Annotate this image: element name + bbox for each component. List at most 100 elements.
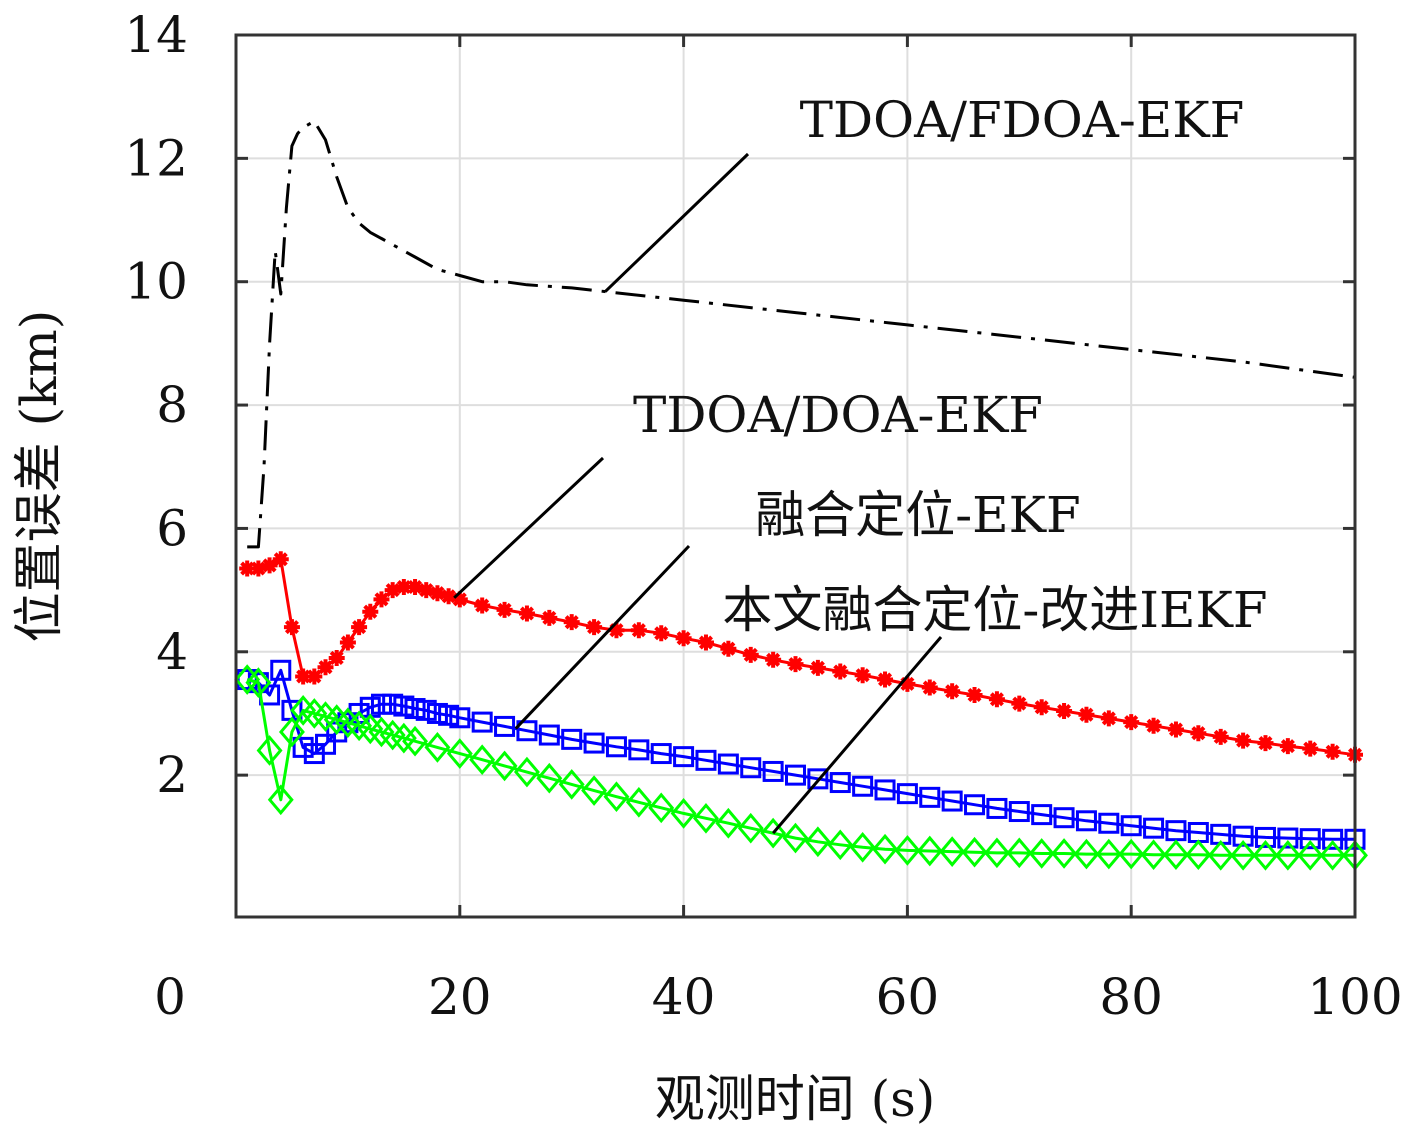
data-point	[760, 817, 787, 849]
data-point	[1232, 825, 1254, 847]
data-point	[919, 786, 941, 808]
data-point	[832, 663, 849, 680]
data-point	[1277, 827, 1299, 849]
data-point	[809, 659, 826, 676]
data-point	[899, 675, 916, 692]
data-point	[720, 640, 737, 657]
data-point	[261, 557, 278, 574]
data-point	[295, 668, 312, 685]
data-point	[628, 739, 650, 761]
data-point	[603, 781, 630, 813]
data-point	[429, 585, 446, 602]
data-point	[1100, 710, 1117, 727]
x-tick-label: 60	[876, 968, 940, 1026]
annotation-leader-line	[514, 544, 691, 730]
data-point	[849, 831, 876, 863]
data-point	[804, 826, 831, 858]
data-point	[1053, 807, 1075, 829]
x-axis-title: 观测时间 (s)	[655, 1070, 936, 1128]
data-point	[370, 693, 392, 715]
data-point	[854, 667, 871, 684]
data-point	[1118, 838, 1145, 870]
data-point	[1167, 721, 1184, 738]
data-point	[440, 588, 457, 605]
data-point	[765, 651, 782, 668]
grid-lines	[235, 34, 1356, 917]
data-point	[605, 736, 627, 758]
data-point	[1235, 732, 1252, 749]
series-iekf	[234, 664, 1368, 871]
data-point	[921, 679, 938, 696]
data-point	[1322, 828, 1344, 850]
data-point	[339, 634, 356, 651]
data-point	[1098, 812, 1120, 834]
data-point	[236, 669, 258, 691]
data-point	[402, 725, 429, 757]
data-point	[536, 762, 563, 794]
data-point	[939, 836, 966, 867]
data-point	[317, 659, 334, 676]
data-point	[941, 790, 963, 812]
data-point	[877, 671, 894, 688]
data-point	[315, 733, 337, 755]
data-point	[270, 659, 292, 681]
data-point	[1008, 801, 1030, 823]
data-point	[426, 702, 448, 724]
data-point	[1006, 837, 1033, 869]
data-point	[395, 579, 412, 596]
data-point	[538, 724, 560, 746]
series-tdoa-doa-ekf	[239, 551, 1363, 763]
data-point	[894, 835, 921, 866]
data-point	[829, 772, 851, 794]
data-point	[717, 753, 739, 775]
data-point	[1028, 838, 1055, 869]
data-point	[328, 649, 345, 666]
data-point	[393, 695, 415, 717]
data-point	[1123, 714, 1140, 731]
data-point	[1033, 699, 1050, 716]
x-tick-label: 40	[652, 968, 716, 1026]
data-point	[608, 622, 625, 639]
annotation-label: 融合定位-EKF	[755, 486, 1080, 544]
data-point	[966, 686, 983, 703]
data-point	[673, 746, 695, 768]
data-point	[586, 619, 603, 636]
y-tick-label: 4	[156, 623, 188, 681]
data-point	[961, 836, 988, 868]
data-point	[471, 711, 493, 733]
data-point	[742, 646, 759, 663]
data-point	[1031, 804, 1053, 826]
data-point	[1274, 839, 1301, 871]
data-point	[653, 625, 670, 642]
data-point	[256, 735, 283, 766]
data-point	[491, 750, 518, 782]
data-point	[278, 716, 305, 748]
annotation-tdoa-fdoa-ekf: TDOA/FDOA-EKF	[604, 91, 1245, 293]
data-point	[675, 630, 692, 647]
data-point	[1185, 839, 1212, 871]
data-point	[516, 720, 538, 742]
data-point	[693, 802, 719, 834]
y-tick-label: 6	[156, 499, 188, 557]
data-point	[787, 656, 804, 673]
data-point	[827, 829, 854, 861]
data-point	[874, 779, 896, 801]
data-point	[670, 798, 697, 829]
data-point	[1297, 839, 1324, 871]
data-point	[250, 560, 267, 577]
data-point	[418, 582, 435, 599]
data-point	[267, 784, 294, 816]
data-point	[1056, 702, 1073, 719]
data-point	[916, 835, 943, 867]
annotation-label: TDOA/FDOA-EKF	[800, 91, 1245, 149]
data-point	[1011, 695, 1028, 712]
data-point	[1095, 838, 1122, 870]
data-point	[1254, 826, 1276, 848]
data-point	[737, 812, 764, 844]
data-point	[1190, 725, 1207, 742]
data-point	[272, 551, 289, 568]
annotation-label: 本文融合定位-改进IEKF	[722, 581, 1267, 639]
data-point	[1299, 828, 1321, 850]
data-point	[407, 579, 424, 596]
data-point	[382, 693, 404, 715]
